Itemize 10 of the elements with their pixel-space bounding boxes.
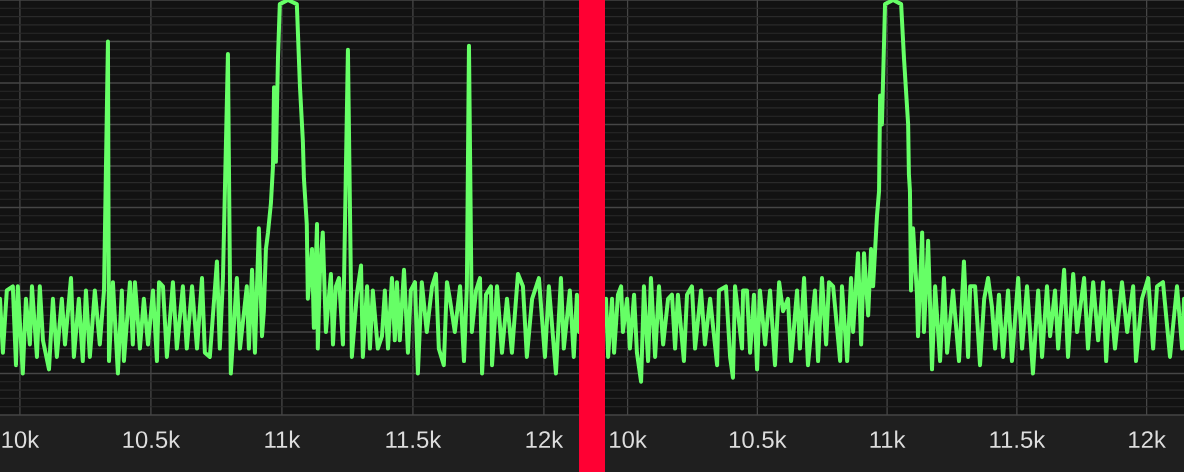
x-tick-label: 10.5k (729, 430, 787, 449)
x-tick-label: 12k (1129, 430, 1166, 448)
x-tick-label: 11k (265, 430, 301, 448)
x-tick-label: 10.5k (123, 430, 181, 449)
x-tick-label: 10k (610, 430, 647, 449)
x-tick-label: 11.5k (990, 430, 1046, 449)
x-tick-label: 11.5k (386, 430, 442, 449)
x-tick-label: 12k (526, 430, 564, 448)
x-tick-label: 10k (2, 430, 40, 449)
x-tick-label: 11k (870, 430, 906, 448)
